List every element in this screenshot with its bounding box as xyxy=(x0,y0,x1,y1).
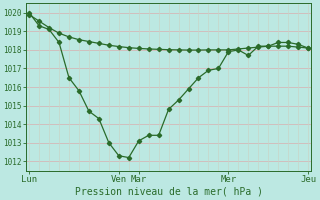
X-axis label: Pression niveau de la mer( hPa ): Pression niveau de la mer( hPa ) xyxy=(75,187,263,197)
